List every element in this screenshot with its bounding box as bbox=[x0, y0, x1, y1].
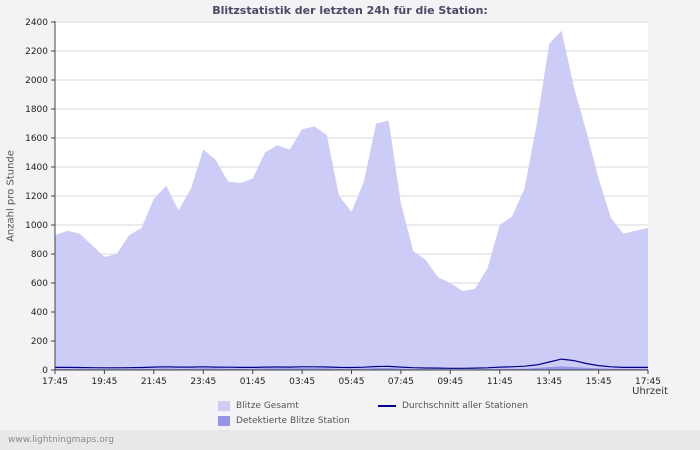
y-axis-title: Anzahl pro Stunde bbox=[5, 150, 17, 242]
svg-text:01:45: 01:45 bbox=[240, 377, 266, 387]
svg-text:1000: 1000 bbox=[25, 221, 48, 231]
svg-text:21:45: 21:45 bbox=[141, 377, 167, 387]
legend-row: Blitze Gesamt Durchschnitt aller Station… bbox=[218, 398, 700, 413]
svg-text:2400: 2400 bbox=[25, 18, 48, 28]
legend-item-durchschnitt: Durchschnitt aller Stationen bbox=[378, 401, 528, 411]
legend-label-durchschnitt: Durchschnitt aller Stationen bbox=[402, 400, 529, 411]
legend-swatch-blitze-gesamt bbox=[218, 400, 230, 411]
x-axis-title: Uhrzeit bbox=[632, 386, 668, 397]
svg-text:2200: 2200 bbox=[25, 47, 48, 57]
svg-text:03:45: 03:45 bbox=[289, 377, 315, 387]
svg-text:1600: 1600 bbox=[25, 134, 48, 144]
svg-text:23:45: 23:45 bbox=[190, 377, 216, 387]
legend-row: Detektierte Blitze Station bbox=[218, 413, 700, 428]
svg-text:1200: 1200 bbox=[25, 192, 48, 202]
legend-item-detektierte: Detektierte Blitze Station bbox=[218, 415, 378, 426]
svg-text:13:45: 13:45 bbox=[536, 377, 562, 387]
svg-text:1800: 1800 bbox=[25, 105, 48, 115]
legend-label-blitze-gesamt: Blitze Gesamt bbox=[236, 400, 299, 411]
svg-text:15:45: 15:45 bbox=[586, 377, 612, 387]
svg-text:200: 200 bbox=[31, 337, 48, 347]
svg-text:600: 600 bbox=[31, 279, 48, 289]
footer-bar: www.lightningmaps.org bbox=[0, 430, 700, 450]
legend-line-swatch-durchschnitt bbox=[378, 404, 396, 407]
svg-text:400: 400 bbox=[31, 308, 48, 318]
chart-legend: Blitze Gesamt Durchschnitt aller Station… bbox=[218, 398, 700, 430]
svg-text:19:45: 19:45 bbox=[91, 377, 117, 387]
legend-swatch-detektierte bbox=[218, 415, 230, 426]
svg-text:09:45: 09:45 bbox=[437, 377, 463, 387]
svg-text:05:45: 05:45 bbox=[339, 377, 365, 387]
watermark-link[interactable]: www.lightningmaps.org bbox=[8, 435, 114, 445]
svg-text:2000: 2000 bbox=[25, 76, 48, 86]
chart-container: Blitzstatistik der letzten 24h für die S… bbox=[5, 4, 669, 397]
svg-text:07:45: 07:45 bbox=[388, 377, 414, 387]
svg-text:17:45: 17:45 bbox=[42, 377, 68, 387]
svg-text:17:45: 17:45 bbox=[635, 377, 661, 387]
svg-text:800: 800 bbox=[31, 250, 48, 260]
svg-text:1400: 1400 bbox=[25, 163, 48, 173]
svg-text:0: 0 bbox=[42, 366, 48, 376]
legend-item-blitze-gesamt: Blitze Gesamt bbox=[218, 400, 378, 411]
svg-text:11:45: 11:45 bbox=[487, 377, 513, 387]
legend-label-detektierte: Detektierte Blitze Station bbox=[236, 415, 350, 426]
chart-title: Blitzstatistik der letzten 24h für die S… bbox=[212, 4, 488, 17]
area-chart: 0 200 400 600 800 1000 1200 1400 1600 1800 2000 220… bbox=[25, 18, 661, 387]
